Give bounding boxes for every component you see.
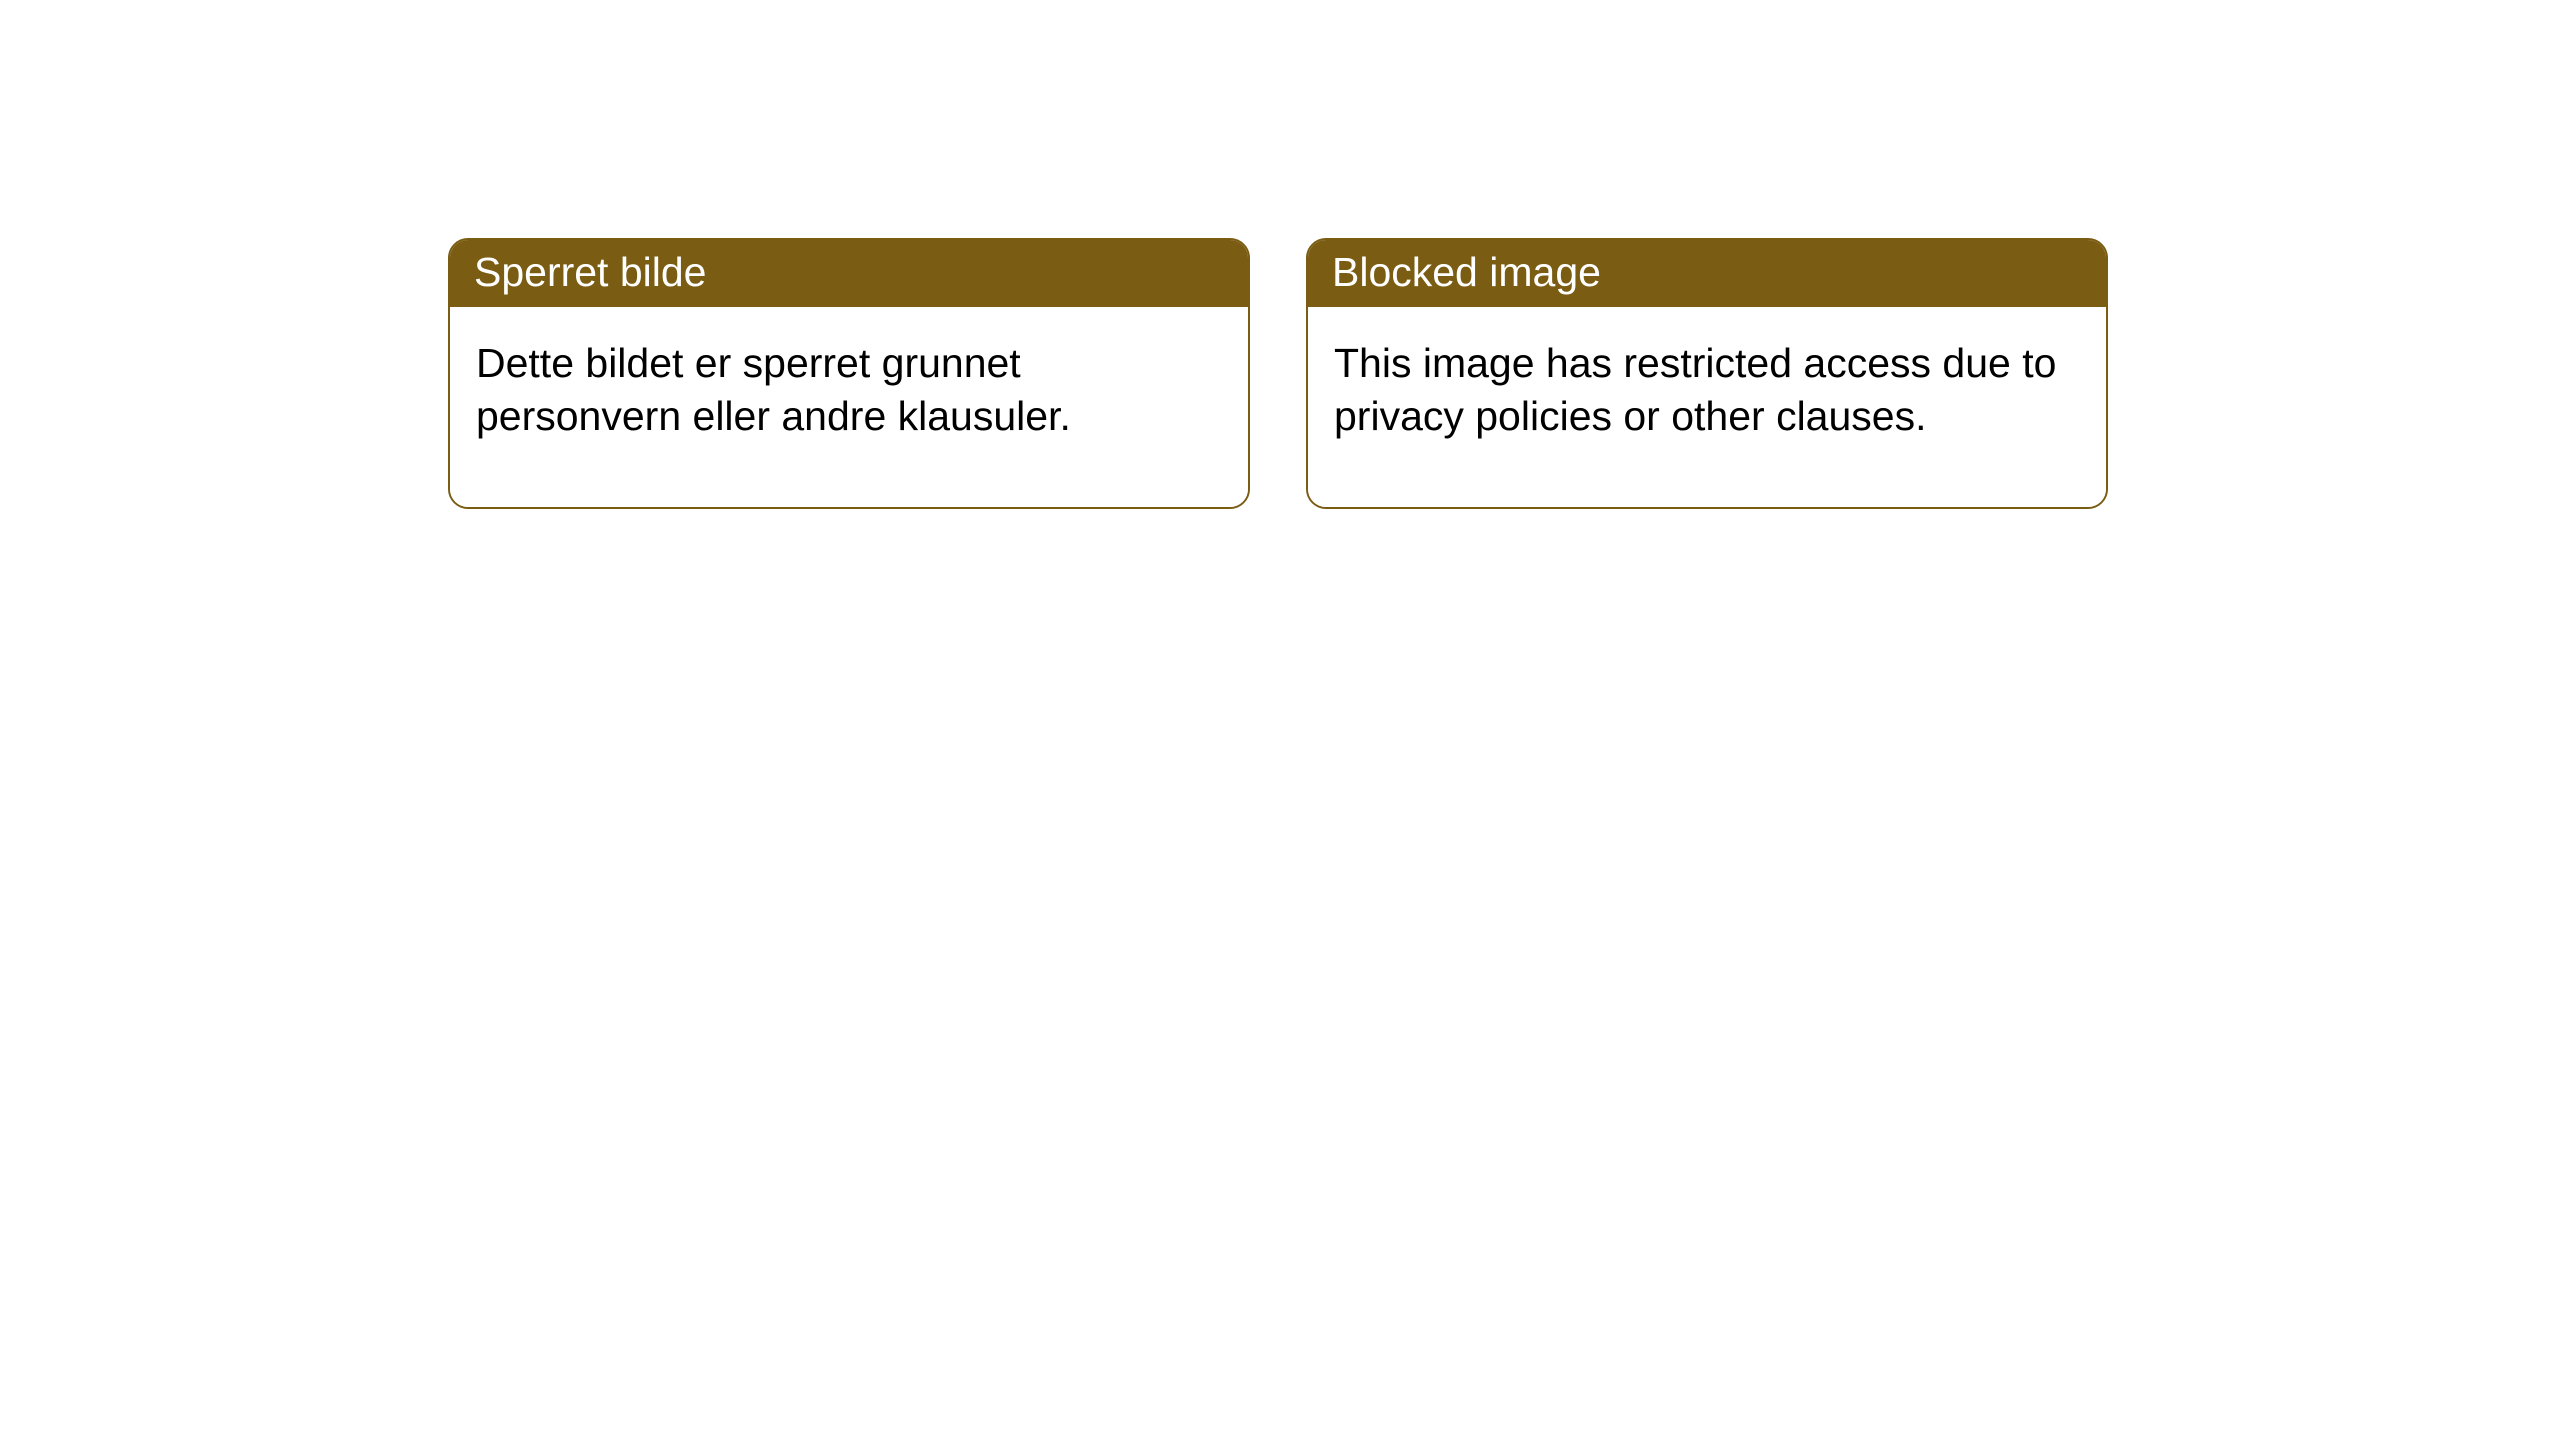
card-title-en: Blocked image <box>1308 240 2106 307</box>
blocked-image-card-no: Sperret bilde Dette bildet er sperret gr… <box>448 238 1250 509</box>
card-body-no: Dette bildet er sperret grunnet personve… <box>450 307 1248 507</box>
card-body-en: This image has restricted access due to … <box>1308 307 2106 507</box>
notice-cards-container: Sperret bilde Dette bildet er sperret gr… <box>0 0 2560 509</box>
blocked-image-card-en: Blocked image This image has restricted … <box>1306 238 2108 509</box>
card-title-no: Sperret bilde <box>450 240 1248 307</box>
